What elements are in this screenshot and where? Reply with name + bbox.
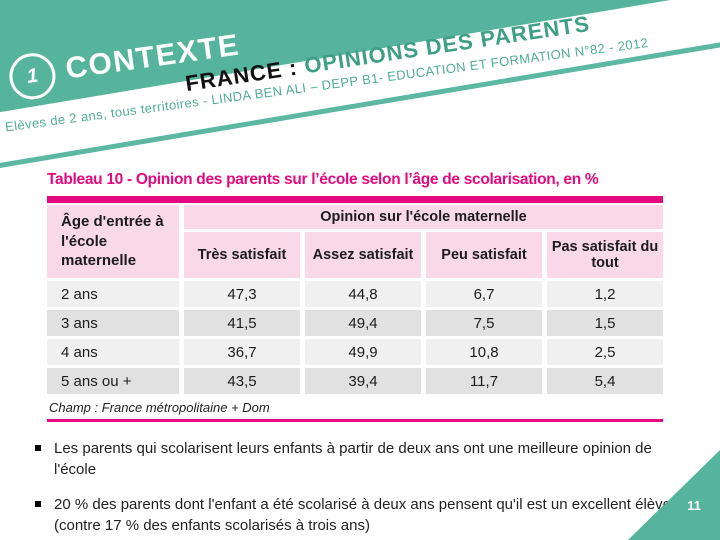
cell-value: 41,5 <box>184 310 300 336</box>
cell-value: 43,5 <box>184 368 300 394</box>
cell-value: 2,5 <box>547 339 663 365</box>
cell-value: 49,4 <box>305 310 421 336</box>
section-number-badge: 1 <box>6 50 59 103</box>
bullet-text: Les parents qui scolarisent leurs enfant… <box>54 440 652 478</box>
title-part-teal: OPINIONS DES PARENTS <box>295 10 592 80</box>
column-header: Pas satisfait du tout <box>547 232 663 278</box>
bullet-item: Les parents qui scolarisent leurs enfant… <box>35 438 697 480</box>
cell-value: 1,5 <box>547 310 663 336</box>
table-top-rule <box>47 196 663 203</box>
bullet-item: 20 % des parents dont l'enfant a été sco… <box>35 494 697 536</box>
group-header-opinion: Opinion sur l'école maternelle <box>184 205 663 229</box>
bullet-square-icon <box>35 501 41 507</box>
table-bottom-rule <box>47 419 663 422</box>
column-header: Assez satisfait <box>305 232 421 278</box>
cell-value: 44,8 <box>305 281 421 307</box>
bullet-list: Les parents qui scolarisent leurs enfant… <box>35 438 697 540</box>
column-header: Peu satisfait <box>426 232 542 278</box>
row-label: 3 ans <box>47 310 179 336</box>
bullet-text: 20 % des parents dont l'enfant a été sco… <box>54 496 671 534</box>
data-table: Âge d'entrée à l'école maternelle Opinio… <box>47 196 663 422</box>
table-title: Tableau 10 - Opinion des parents sur l’é… <box>47 171 599 188</box>
cell-value: 7,5 <box>426 310 542 336</box>
cell-value: 39,4 <box>305 368 421 394</box>
header-band <box>0 0 720 118</box>
slide-title: FRANCE : OPINIONS DES PARENTS <box>184 11 592 97</box>
header-rule <box>0 8 720 173</box>
title-part-black: FRANCE : <box>183 54 300 97</box>
row-label: 5 ans ou + <box>47 368 179 394</box>
column-header: Très satisfait <box>184 232 300 278</box>
page-number: 11 <box>687 498 701 513</box>
cell-value: 47,3 <box>184 281 300 307</box>
row-header-age: Âge d'entrée à l'école maternelle <box>47 205 179 278</box>
section-number: 1 <box>25 64 40 88</box>
cell-value: 36,7 <box>184 339 300 365</box>
cell-value: 1,2 <box>547 281 663 307</box>
row-label: 4 ans <box>47 339 179 365</box>
cell-value: 10,8 <box>426 339 542 365</box>
section-label: CONTEXTE <box>63 28 242 86</box>
cell-value: 6,7 <box>426 281 542 307</box>
bullet-square-icon <box>35 445 41 451</box>
cell-value: 5,4 <box>547 368 663 394</box>
table-footnote: Champ : France métropolitaine + Dom <box>49 400 270 415</box>
cell-value: 11,7 <box>426 368 542 394</box>
row-label: 2 ans <box>47 281 179 307</box>
cell-value: 49,9 <box>305 339 421 365</box>
slide-subtitle: Elèves de 2 ans, tous territoires - LIND… <box>4 34 650 135</box>
